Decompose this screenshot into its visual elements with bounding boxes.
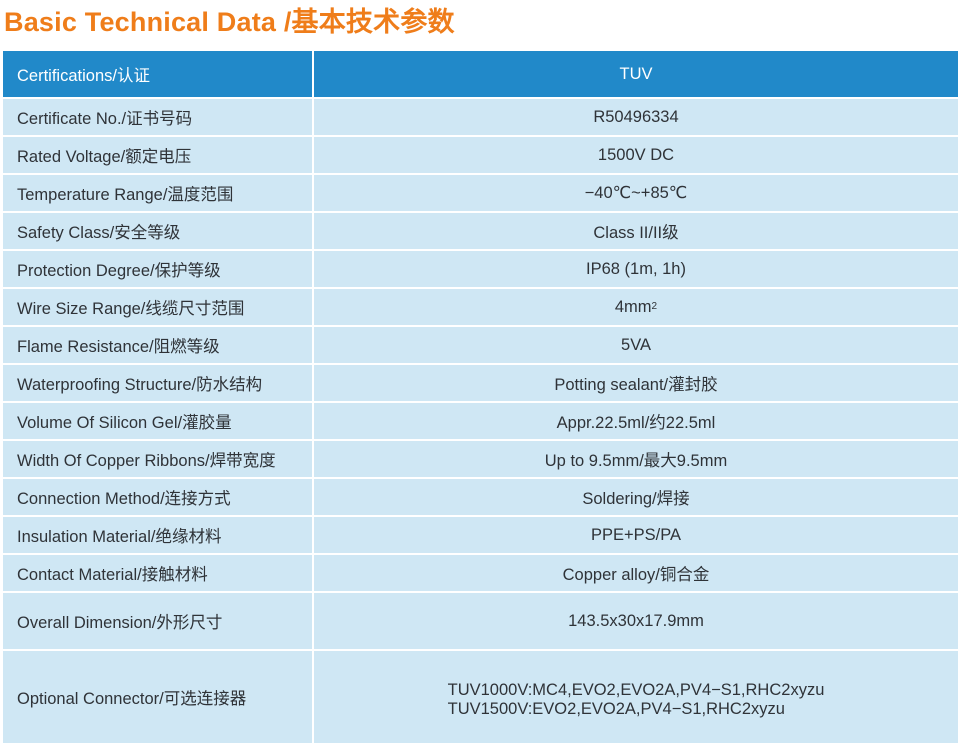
optional-connector-line-1500v: TUV1500V:EVO2,EVO2A,PV4−S1,RHC2xyzu	[447, 700, 785, 718]
row-label-connection-method: Connection Method/连接方式	[3, 479, 312, 515]
row-value-optional-connector: TUV1000V:MC4,EVO2,EVO2A,PV4−S1,RHC2xyzu …	[314, 651, 958, 743]
row-value-silicon-gel-volume: Appr.22.5ml/约22.5ml	[314, 403, 958, 439]
row-label-silicon-gel-volume: Volume Of Silicon Gel/灌胶量	[3, 403, 312, 439]
row-label-rated-voltage: Rated Voltage/额定电压	[3, 137, 312, 173]
row-label-certificate-no: Certificate No./证书号码	[3, 99, 312, 135]
wire-size-value: 4mm	[614, 297, 652, 316]
optional-connector-lines: TUV1000V:MC4,EVO2,EVO2A,PV4−S1,RHC2xyzu …	[448, 675, 825, 719]
row-value-safety-class: Class II/II级	[314, 213, 958, 249]
row-label-insulation-material: Insulation Material/绝缘材料	[3, 517, 312, 553]
row-value-certificate-no: R50496334	[314, 99, 958, 135]
row-label-safety-class: Safety Class/安全等级	[3, 213, 312, 249]
row-value-flame-resistance: 5VA	[314, 327, 958, 363]
row-label-temperature-range: Temperature Range/温度范围	[3, 175, 312, 211]
row-value-connection-method: Soldering/焊接	[314, 479, 958, 515]
row-label-flame-resistance: Flame Resistance/阻燃等级	[3, 327, 312, 363]
header-label-cell: Certifications/认证	[3, 51, 312, 97]
row-value-wire-size-range: 4mm 2	[314, 289, 958, 325]
row-value-rated-voltage: 1500V DC	[314, 137, 958, 173]
row-label-optional-connector: Optional Connector/可选连接器	[3, 651, 312, 743]
row-value-protection-degree: IP68 (1m, 1h)	[314, 251, 958, 287]
header-value-cell: TUV	[314, 51, 958, 97]
row-label-copper-ribbon-width: Width Of Copper Ribbons/焊带宽度	[3, 441, 312, 477]
page-title: Basic Technical Data /基本技术参数	[4, 7, 455, 37]
row-value-temperature-range: −40℃~+85℃	[314, 175, 958, 211]
technical-data-table: Certifications/认证 TUV Certificate No./证书…	[3, 51, 958, 743]
row-label-overall-dimension: Overall Dimension/外形尺寸	[3, 593, 312, 649]
row-value-contact-material: Copper alloy/铜合金	[314, 555, 958, 591]
row-label-protection-degree: Protection Degree/保护等级	[3, 251, 312, 287]
row-label-waterproofing-structure: Waterproofing Structure/防水结构	[3, 365, 312, 401]
row-value-copper-ribbon-width: Up to 9.5mm/最大9.5mm	[314, 441, 958, 477]
row-label-wire-size-range: Wire Size Range/线缆尺寸范围	[3, 289, 312, 325]
row-label-contact-material: Contact Material/接触材料	[3, 555, 312, 591]
row-value-waterproofing-structure: Potting sealant/灌封胶	[314, 365, 958, 401]
row-value-overall-dimension: 143.5x30x17.9mm	[314, 593, 958, 649]
optional-connector-line-1000v: TUV1000V:MC4,EVO2,EVO2A,PV4−S1,RHC2xyzu	[447, 681, 825, 699]
row-value-insulation-material: PPE+PS/PA	[314, 517, 958, 553]
